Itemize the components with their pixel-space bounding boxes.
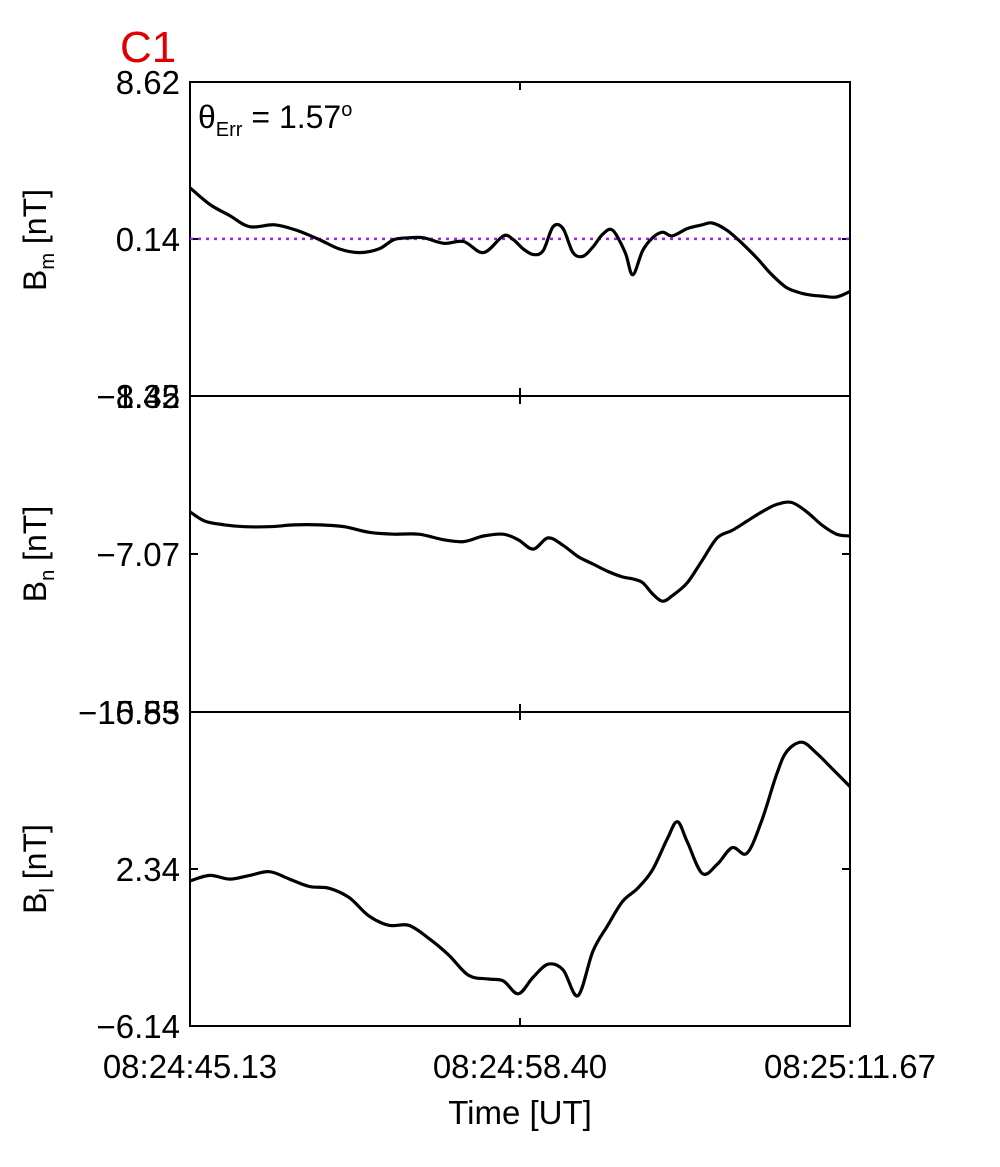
x-tick-label-2: 08:25:11.67 — [764, 1048, 936, 1085]
bn-label-unit: [nT] — [17, 506, 53, 570]
theta-superscript: o — [341, 99, 352, 121]
bn-ytick-label-0: 1.42 — [116, 378, 180, 415]
bn-plot-frame — [189, 395, 851, 713]
bl-ytick-label-2: −6.14 — [97, 1008, 181, 1045]
bn-label-sub: n — [37, 570, 59, 581]
bn-axis-label: Bn [nT] — [17, 506, 59, 602]
theta-err-annotation: θErr = 1.57o — [198, 99, 352, 141]
bl-ytick-label-1: 2.34 — [116, 851, 180, 888]
x-tick-label-1: 08:24:58.40 — [433, 1048, 607, 1085]
bm-ytick-label-2: −8.35 — [97, 378, 181, 415]
bl-label-unit: [nT] — [17, 824, 53, 888]
bm-label-sub: m — [37, 253, 59, 270]
theta-subscript: Err — [216, 119, 243, 141]
bn-series-line-0 — [189, 500, 851, 603]
bm-label-main: B — [17, 270, 53, 291]
bl-series-line-0 — [189, 740, 852, 998]
panel-title: C1 — [120, 23, 176, 72]
x-axis-label: Time [UT] — [448, 1094, 592, 1131]
bm-ytick-label-1: 0.14 — [116, 221, 180, 258]
bn-label-main: B — [17, 581, 53, 602]
theta-symbol: θ — [198, 99, 216, 135]
bm-ytick-label-0: 8.62 — [116, 64, 180, 101]
bm-series-line-0 — [188, 186, 851, 299]
bm-axis-label: Bm [nT] — [17, 189, 59, 291]
bn-ytick-label-2: −15.55 — [78, 694, 180, 731]
bl-ytick-label-0: 10.83 — [97, 694, 180, 731]
theta-value: = 1.57 — [242, 99, 341, 135]
bl-axis-label: Bl [nT] — [17, 824, 59, 914]
x-tick-label-0: 08:24:45.13 — [103, 1048, 277, 1085]
bl-plot-frame — [189, 711, 851, 1027]
bn-ytick-label-1: −7.07 — [97, 536, 181, 573]
bl-label-main: B — [17, 893, 53, 914]
bm-label-unit: [nT] — [17, 189, 53, 253]
bl-label-sub: l — [37, 888, 59, 892]
